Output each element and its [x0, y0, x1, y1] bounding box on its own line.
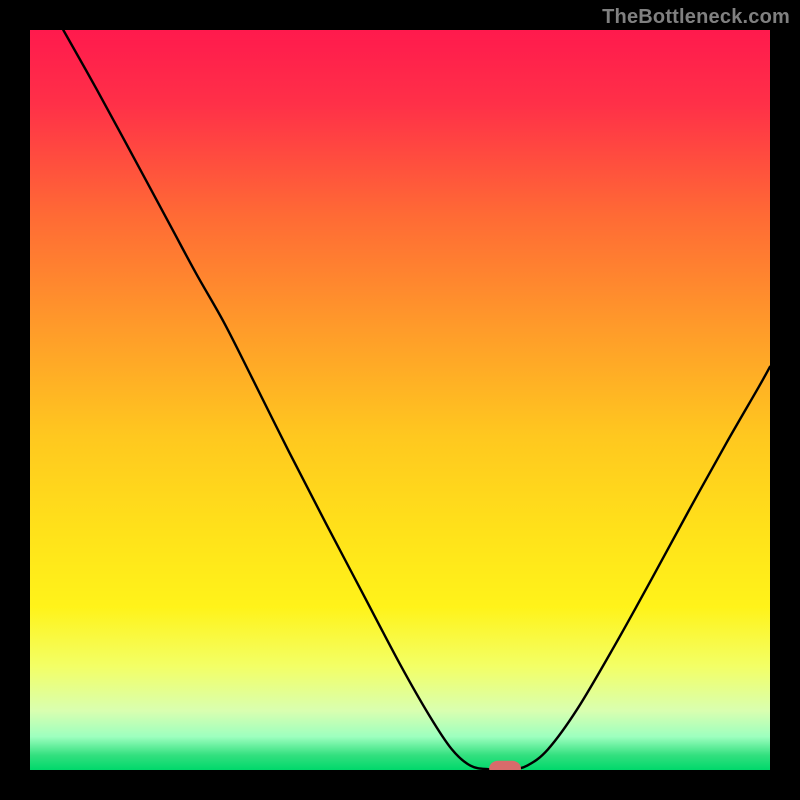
plot-area — [30, 30, 770, 770]
optimum-marker-pill — [489, 761, 521, 770]
watermark-text: TheBottleneck.com — [602, 6, 790, 29]
chart-root: TheBottleneck.com — [0, 0, 800, 800]
optimum-marker — [30, 30, 770, 770]
